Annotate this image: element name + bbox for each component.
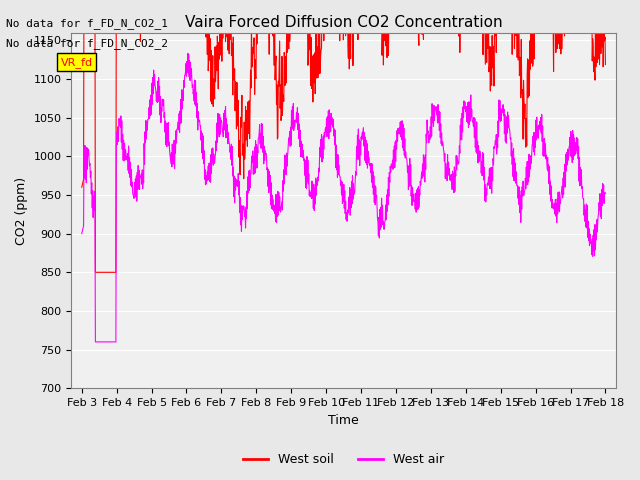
West air [184,50,191,56]
West soil [602,61,609,67]
Text: VR_fd: VR_fd [61,57,93,68]
Line: West soil: West soil [82,0,605,272]
Title: Vaira Forced Diffusion CO2 Concentration: Vaira Forced Diffusion CO2 Concentration [185,15,502,30]
Y-axis label: CO2 (ppm): CO2 (ppm) [15,176,28,244]
West air [488,165,495,170]
Legend: West soil, West air: West soil, West air [237,448,449,471]
Text: No data for f_FD_N_CO2_2: No data for f_FD_N_CO2_2 [6,37,168,48]
Text: No data for f_FD_N_CO2_1: No data for f_FD_N_CO2_1 [6,18,168,29]
West air [78,231,86,237]
West air [543,152,550,158]
X-axis label: Time: Time [328,414,359,427]
West air [92,339,99,345]
West air [160,97,168,103]
West air [136,187,143,192]
West soil [136,7,143,13]
West air [542,156,550,162]
West soil [488,79,495,85]
West soil [92,269,99,275]
West air [397,119,405,124]
West air [602,191,609,196]
Line: West air: West air [82,53,605,342]
West soil [78,184,86,190]
